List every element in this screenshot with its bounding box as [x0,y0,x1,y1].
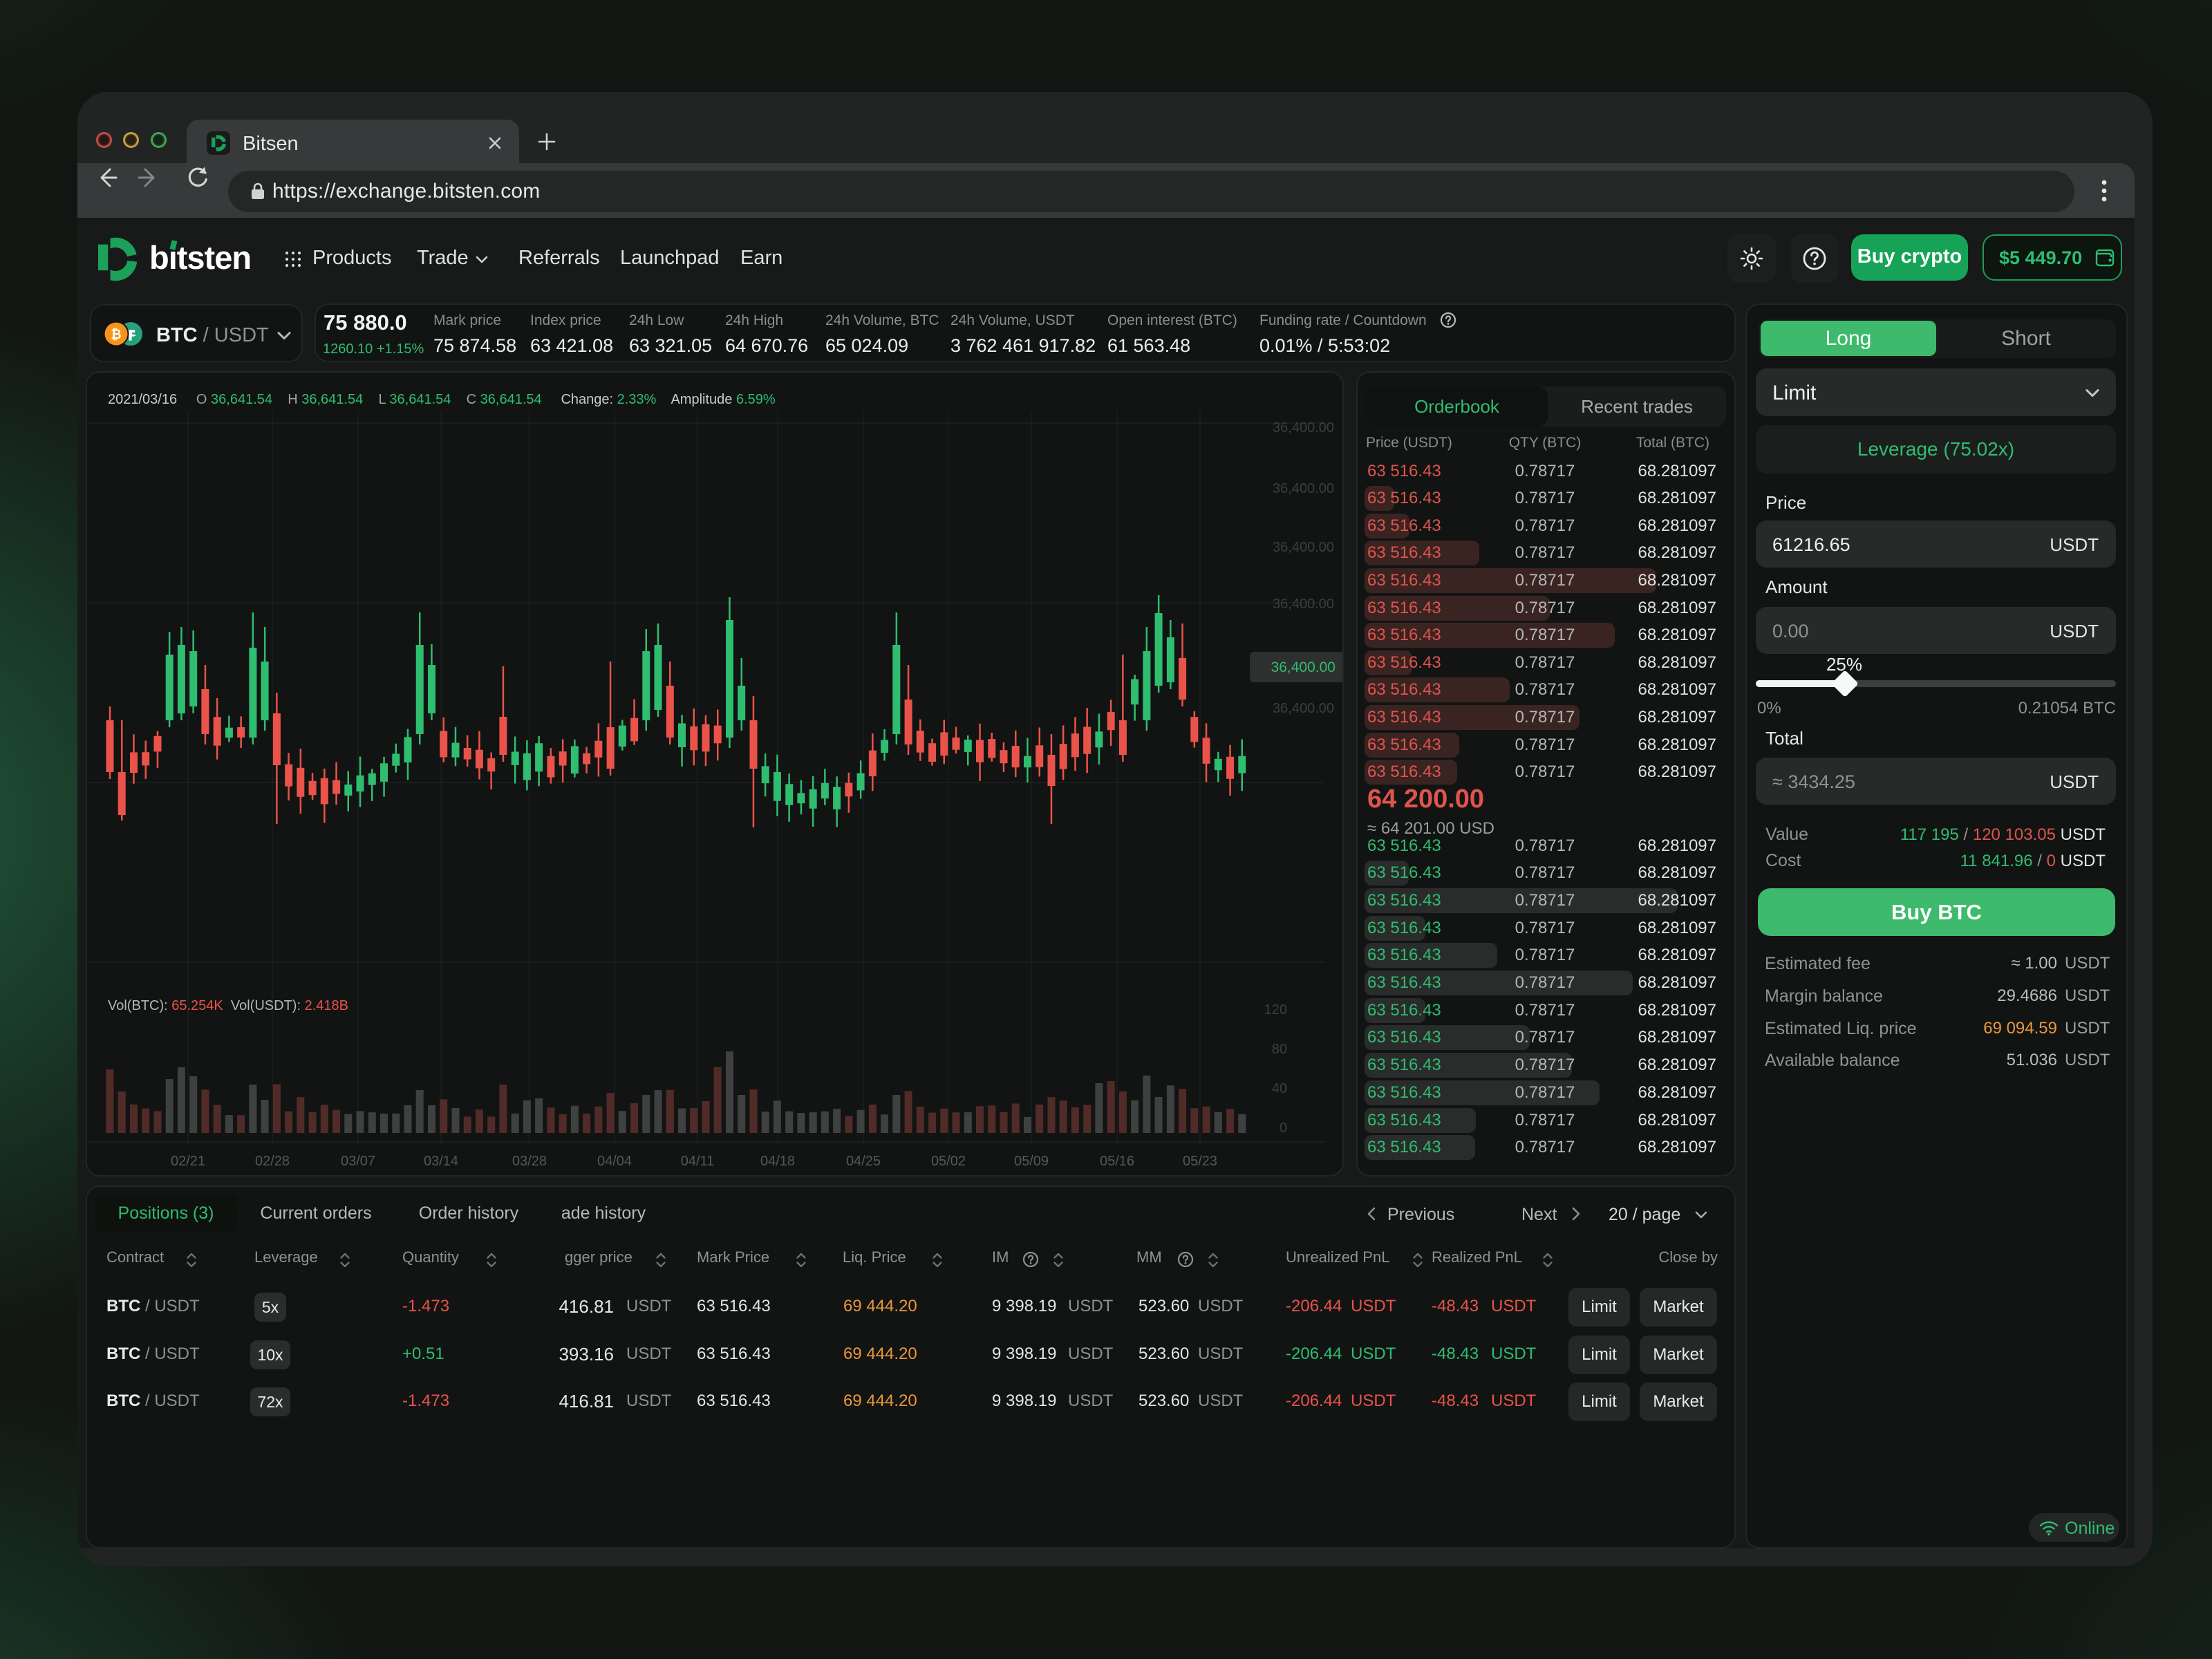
svg-text:₿: ₿ [111,328,121,342]
